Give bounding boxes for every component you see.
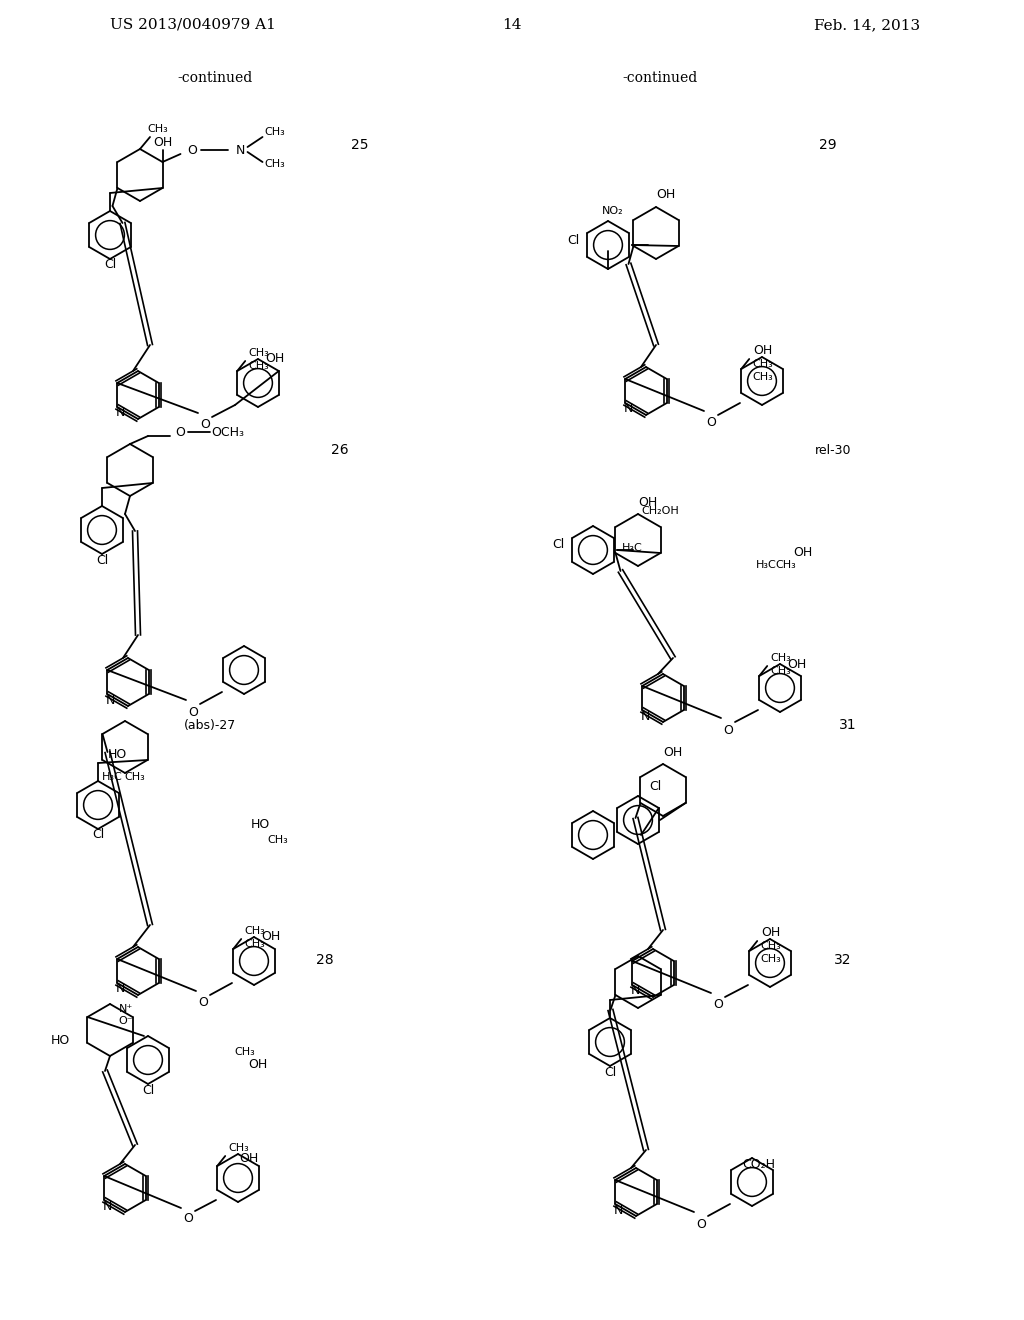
Text: Cl: Cl (567, 234, 580, 247)
Text: CH₃: CH₃ (264, 158, 285, 169)
Text: CH₃: CH₃ (125, 772, 145, 781)
Text: OH: OH (762, 927, 781, 940)
Text: O: O (198, 997, 208, 1010)
Text: (abs)-27: (abs)-27 (184, 718, 237, 731)
Text: Feb. 14, 2013: Feb. 14, 2013 (814, 18, 920, 32)
Text: Cl: Cl (96, 553, 109, 566)
Text: O⁻: O⁻ (119, 1016, 133, 1026)
Text: Cl: Cl (142, 1084, 155, 1097)
Text: O: O (707, 417, 716, 429)
Text: O: O (200, 418, 210, 432)
Text: CH₃: CH₃ (249, 360, 269, 371)
Text: Cl: Cl (649, 780, 662, 793)
Text: 25: 25 (351, 139, 369, 152)
Text: OCH₃: OCH₃ (212, 425, 245, 438)
Text: O: O (188, 705, 198, 718)
Text: N: N (116, 407, 125, 420)
Text: OH: OH (153, 136, 172, 149)
Text: N: N (236, 144, 245, 157)
Text: N: N (116, 982, 125, 995)
Text: OH: OH (664, 746, 683, 759)
Text: OH: OH (794, 546, 813, 560)
Text: 28: 28 (316, 953, 334, 968)
Text: N: N (613, 1204, 623, 1217)
Text: HO: HO (251, 818, 269, 832)
Text: CH₃: CH₃ (761, 954, 781, 964)
Text: OH: OH (754, 345, 773, 358)
Text: CH₃: CH₃ (228, 1143, 250, 1152)
Text: 31: 31 (840, 718, 857, 733)
Text: OH: OH (261, 931, 281, 944)
Text: CH₃: CH₃ (753, 359, 773, 370)
Text: CH₃: CH₃ (771, 667, 792, 676)
Text: CH₃: CH₃ (234, 1047, 255, 1057)
Text: CH₃: CH₃ (264, 127, 285, 137)
Text: O: O (175, 425, 185, 438)
Text: 29: 29 (819, 139, 837, 152)
Text: N: N (624, 403, 633, 416)
Text: CH₃: CH₃ (245, 939, 265, 949)
Text: rel-30: rel-30 (815, 444, 851, 457)
Text: -continued: -continued (623, 71, 697, 84)
Text: OH: OH (638, 495, 657, 508)
Text: O: O (723, 723, 733, 737)
Text: OH: OH (249, 1059, 267, 1072)
Text: OH: OH (787, 657, 807, 671)
Text: CH₃: CH₃ (147, 124, 168, 135)
Text: CH₃: CH₃ (771, 653, 792, 663)
Text: CH₃: CH₃ (761, 941, 781, 950)
Text: CH₂OH: CH₂OH (642, 506, 679, 516)
Text: H₃C: H₃C (623, 543, 643, 553)
Text: H₃C: H₃C (101, 772, 123, 781)
Text: O: O (187, 144, 198, 157)
Text: CH₃: CH₃ (775, 560, 797, 570)
Text: OH: OH (265, 352, 285, 366)
Text: Cl: Cl (92, 829, 104, 842)
Text: CH₃: CH₃ (249, 348, 269, 358)
Text: US 2013/0040979 A1: US 2013/0040979 A1 (110, 18, 275, 32)
Text: OH: OH (240, 1151, 259, 1164)
Text: CH₃: CH₃ (267, 836, 289, 845)
Text: N: N (640, 710, 649, 722)
Text: Cl: Cl (552, 539, 564, 552)
Text: CH₃: CH₃ (245, 927, 265, 936)
Text: H₃C: H₃C (756, 560, 776, 570)
Text: 26: 26 (331, 444, 349, 457)
Text: O: O (183, 1212, 193, 1225)
Text: NO₂: NO₂ (602, 206, 624, 216)
Text: Cl: Cl (604, 1065, 616, 1078)
Text: -continued: -continued (177, 71, 253, 84)
Text: HO: HO (50, 1034, 70, 1047)
Text: O: O (696, 1217, 706, 1230)
Text: 14: 14 (502, 18, 522, 32)
Text: O: O (713, 998, 723, 1011)
Text: N: N (102, 1200, 112, 1213)
Text: N: N (631, 985, 640, 998)
Text: HO: HO (108, 748, 127, 762)
Text: 32: 32 (835, 953, 852, 968)
Text: CO₂H: CO₂H (742, 1159, 776, 1172)
Text: CH₃: CH₃ (753, 372, 773, 381)
Text: OH: OH (656, 189, 676, 202)
Text: Cl: Cl (103, 259, 116, 272)
Text: N: N (105, 693, 115, 706)
Text: N⁺: N⁺ (119, 1005, 133, 1014)
